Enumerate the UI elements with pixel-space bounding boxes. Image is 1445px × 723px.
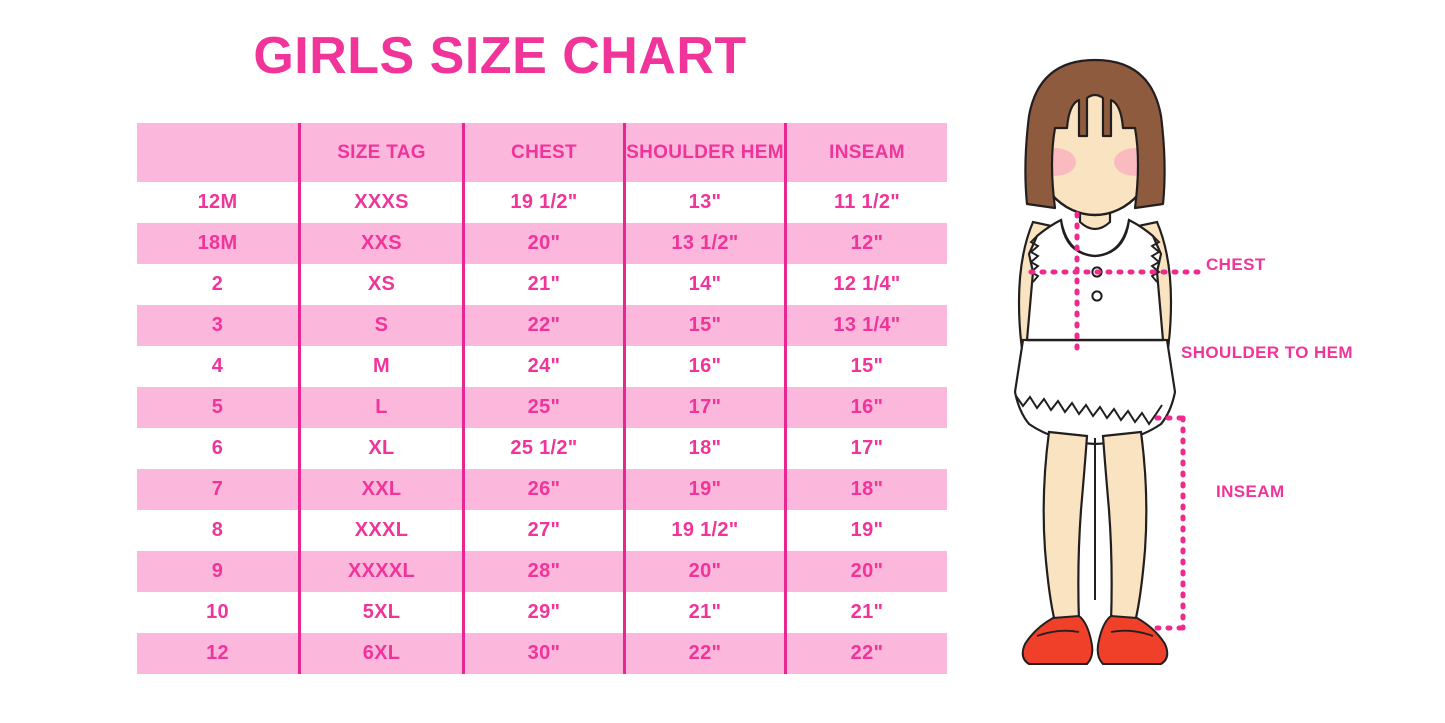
- table-row: 6 XL 25 1/2" 18" 17": [137, 428, 947, 469]
- left-shoe-strap: [1036, 629, 1080, 637]
- top-shape: [1025, 218, 1165, 342]
- cell-size-tag: 6XL: [299, 633, 465, 674]
- cell-shoulder-hem: 17": [624, 387, 787, 428]
- table-row: 18M XXS 20" 13 1/2" 12": [137, 223, 947, 264]
- table-header-row: SIZE TAG CHEST SHOULDER HEM INSEAM: [137, 123, 947, 182]
- top-neckline: [1059, 219, 1131, 258]
- cell-shoulder-hem: 18": [624, 428, 787, 469]
- header-cell-size-tag: SIZE TAG: [299, 123, 465, 182]
- cell-size-tag: XXL: [299, 469, 465, 510]
- cell-shoulder-hem: 19 1/2": [624, 510, 787, 551]
- right-shoe: [1096, 614, 1169, 665]
- table-row: 4 M 24" 16" 15": [137, 346, 947, 387]
- table-row: 2 XS 21" 14" 12 1/4": [137, 264, 947, 305]
- header-cell-shoulder-hem: SHOULDER HEM: [624, 123, 787, 182]
- button-bottom-icon: [1091, 290, 1103, 302]
- cell-shoulder-hem: 14": [624, 264, 787, 305]
- cell-shoulder-hem: 22": [624, 633, 787, 674]
- cell-size-tag: XL: [299, 428, 465, 469]
- cell-size: 5: [137, 387, 301, 428]
- cell-size-tag: M: [299, 346, 465, 387]
- cell-chest: 27": [463, 510, 626, 551]
- table-row: 5 L 25" 17" 16": [137, 387, 947, 428]
- cell-inseam: 15": [785, 346, 947, 387]
- cell-size-tag: XXS: [299, 223, 465, 264]
- table-row: 12M XXXS 19 1/2" 13" 11 1/2": [137, 182, 947, 223]
- cell-inseam: 20": [785, 551, 947, 592]
- cell-size-tag: L: [299, 387, 465, 428]
- cell-chest: 20": [463, 223, 626, 264]
- right-leg: [1101, 430, 1148, 624]
- cell-inseam: 18": [785, 469, 947, 510]
- cell-size: 12M: [137, 182, 301, 223]
- table-row: 10 5XL 29" 21" 21": [137, 592, 947, 633]
- cell-shoulder-hem: 13 1/2": [624, 223, 787, 264]
- cell-size-tag: S: [299, 305, 465, 346]
- skirt-shape: [1013, 338, 1177, 446]
- cell-inseam: 12": [785, 223, 947, 264]
- cell-size: 9: [137, 551, 301, 592]
- left-shoe: [1021, 614, 1094, 665]
- cell-chest: 24": [463, 346, 626, 387]
- page-title: GIRLS SIZE CHART: [253, 27, 747, 85]
- size-chart-table: SIZE TAG CHEST SHOULDER HEM INSEAM 12M X…: [137, 123, 947, 674]
- cell-chest: 21": [463, 264, 626, 305]
- girl-figure-svg: [1013, 58, 1210, 665]
- cell-size-tag: XXXXL: [299, 551, 465, 592]
- cell-size-tag: XS: [299, 264, 465, 305]
- cell-size: 10: [137, 592, 301, 633]
- header-cell-size: [137, 123, 301, 182]
- table-row: 7 XXL 26" 19" 18": [137, 469, 947, 510]
- header-cell-inseam: INSEAM: [785, 123, 947, 182]
- cell-size: 6: [137, 428, 301, 469]
- cell-chest: 19 1/2": [463, 182, 626, 223]
- cell-size: 7: [137, 469, 301, 510]
- cell-shoulder-hem: 21": [624, 592, 787, 633]
- girl-illustration: [975, 40, 1445, 705]
- table-row: 9 XXXXL 28" 20" 20": [137, 551, 947, 592]
- skirt-ruffle-hem: [1015, 395, 1163, 426]
- cell-size: 18M: [137, 223, 301, 264]
- cell-inseam: 13 1/4": [785, 305, 947, 346]
- annotation-label-shoulder-to-hem: SHOULDER TO HEM: [1181, 343, 1353, 362]
- table-row: 3 S 22" 15" 13 1/4": [137, 305, 947, 346]
- cell-size: 2: [137, 264, 301, 305]
- cell-chest: 25 1/2": [463, 428, 626, 469]
- cell-shoulder-hem: 16": [624, 346, 787, 387]
- cell-size-tag: XXXL: [299, 510, 465, 551]
- cell-inseam: 16": [785, 387, 947, 428]
- cell-inseam: 21": [785, 592, 947, 633]
- cell-size-tag: 5XL: [299, 592, 465, 633]
- cell-inseam: 22": [785, 633, 947, 674]
- header-cell-chest: CHEST: [463, 123, 626, 182]
- cell-inseam: 12 1/4": [785, 264, 947, 305]
- cell-shoulder-hem: 19": [624, 469, 787, 510]
- cell-inseam: 11 1/2": [785, 182, 947, 223]
- cell-chest: 25": [463, 387, 626, 428]
- table-body: SIZE TAG CHEST SHOULDER HEM INSEAM 12M X…: [137, 123, 947, 674]
- cell-chest: 29": [463, 592, 626, 633]
- cell-shoulder-hem: 13": [624, 182, 787, 223]
- annotation-label-chest: CHEST: [1206, 255, 1266, 274]
- cell-chest: 26": [463, 469, 626, 510]
- cell-shoulder-hem: 20": [624, 551, 787, 592]
- cell-shoulder-hem: 15": [624, 305, 787, 346]
- hair-shape: [1024, 58, 1166, 210]
- cell-size: 8: [137, 510, 301, 551]
- cell-size: 12: [137, 633, 301, 674]
- right-shoe-strap: [1110, 629, 1154, 637]
- cell-size-tag: XXXS: [299, 182, 465, 223]
- left-leg: [1042, 430, 1089, 624]
- table-row: 8 XXXL 27" 19 1/2" 19": [137, 510, 947, 551]
- cell-chest: 28": [463, 551, 626, 592]
- cell-inseam: 19": [785, 510, 947, 551]
- cell-size: 4: [137, 346, 301, 387]
- annotation-label-inseam: INSEAM: [1216, 482, 1285, 501]
- cell-chest: 22": [463, 305, 626, 346]
- cell-inseam: 17": [785, 428, 947, 469]
- table-row: 12 6XL 30" 22" 22": [137, 633, 947, 674]
- cell-size: 3: [137, 305, 301, 346]
- cell-chest: 30": [463, 633, 626, 674]
